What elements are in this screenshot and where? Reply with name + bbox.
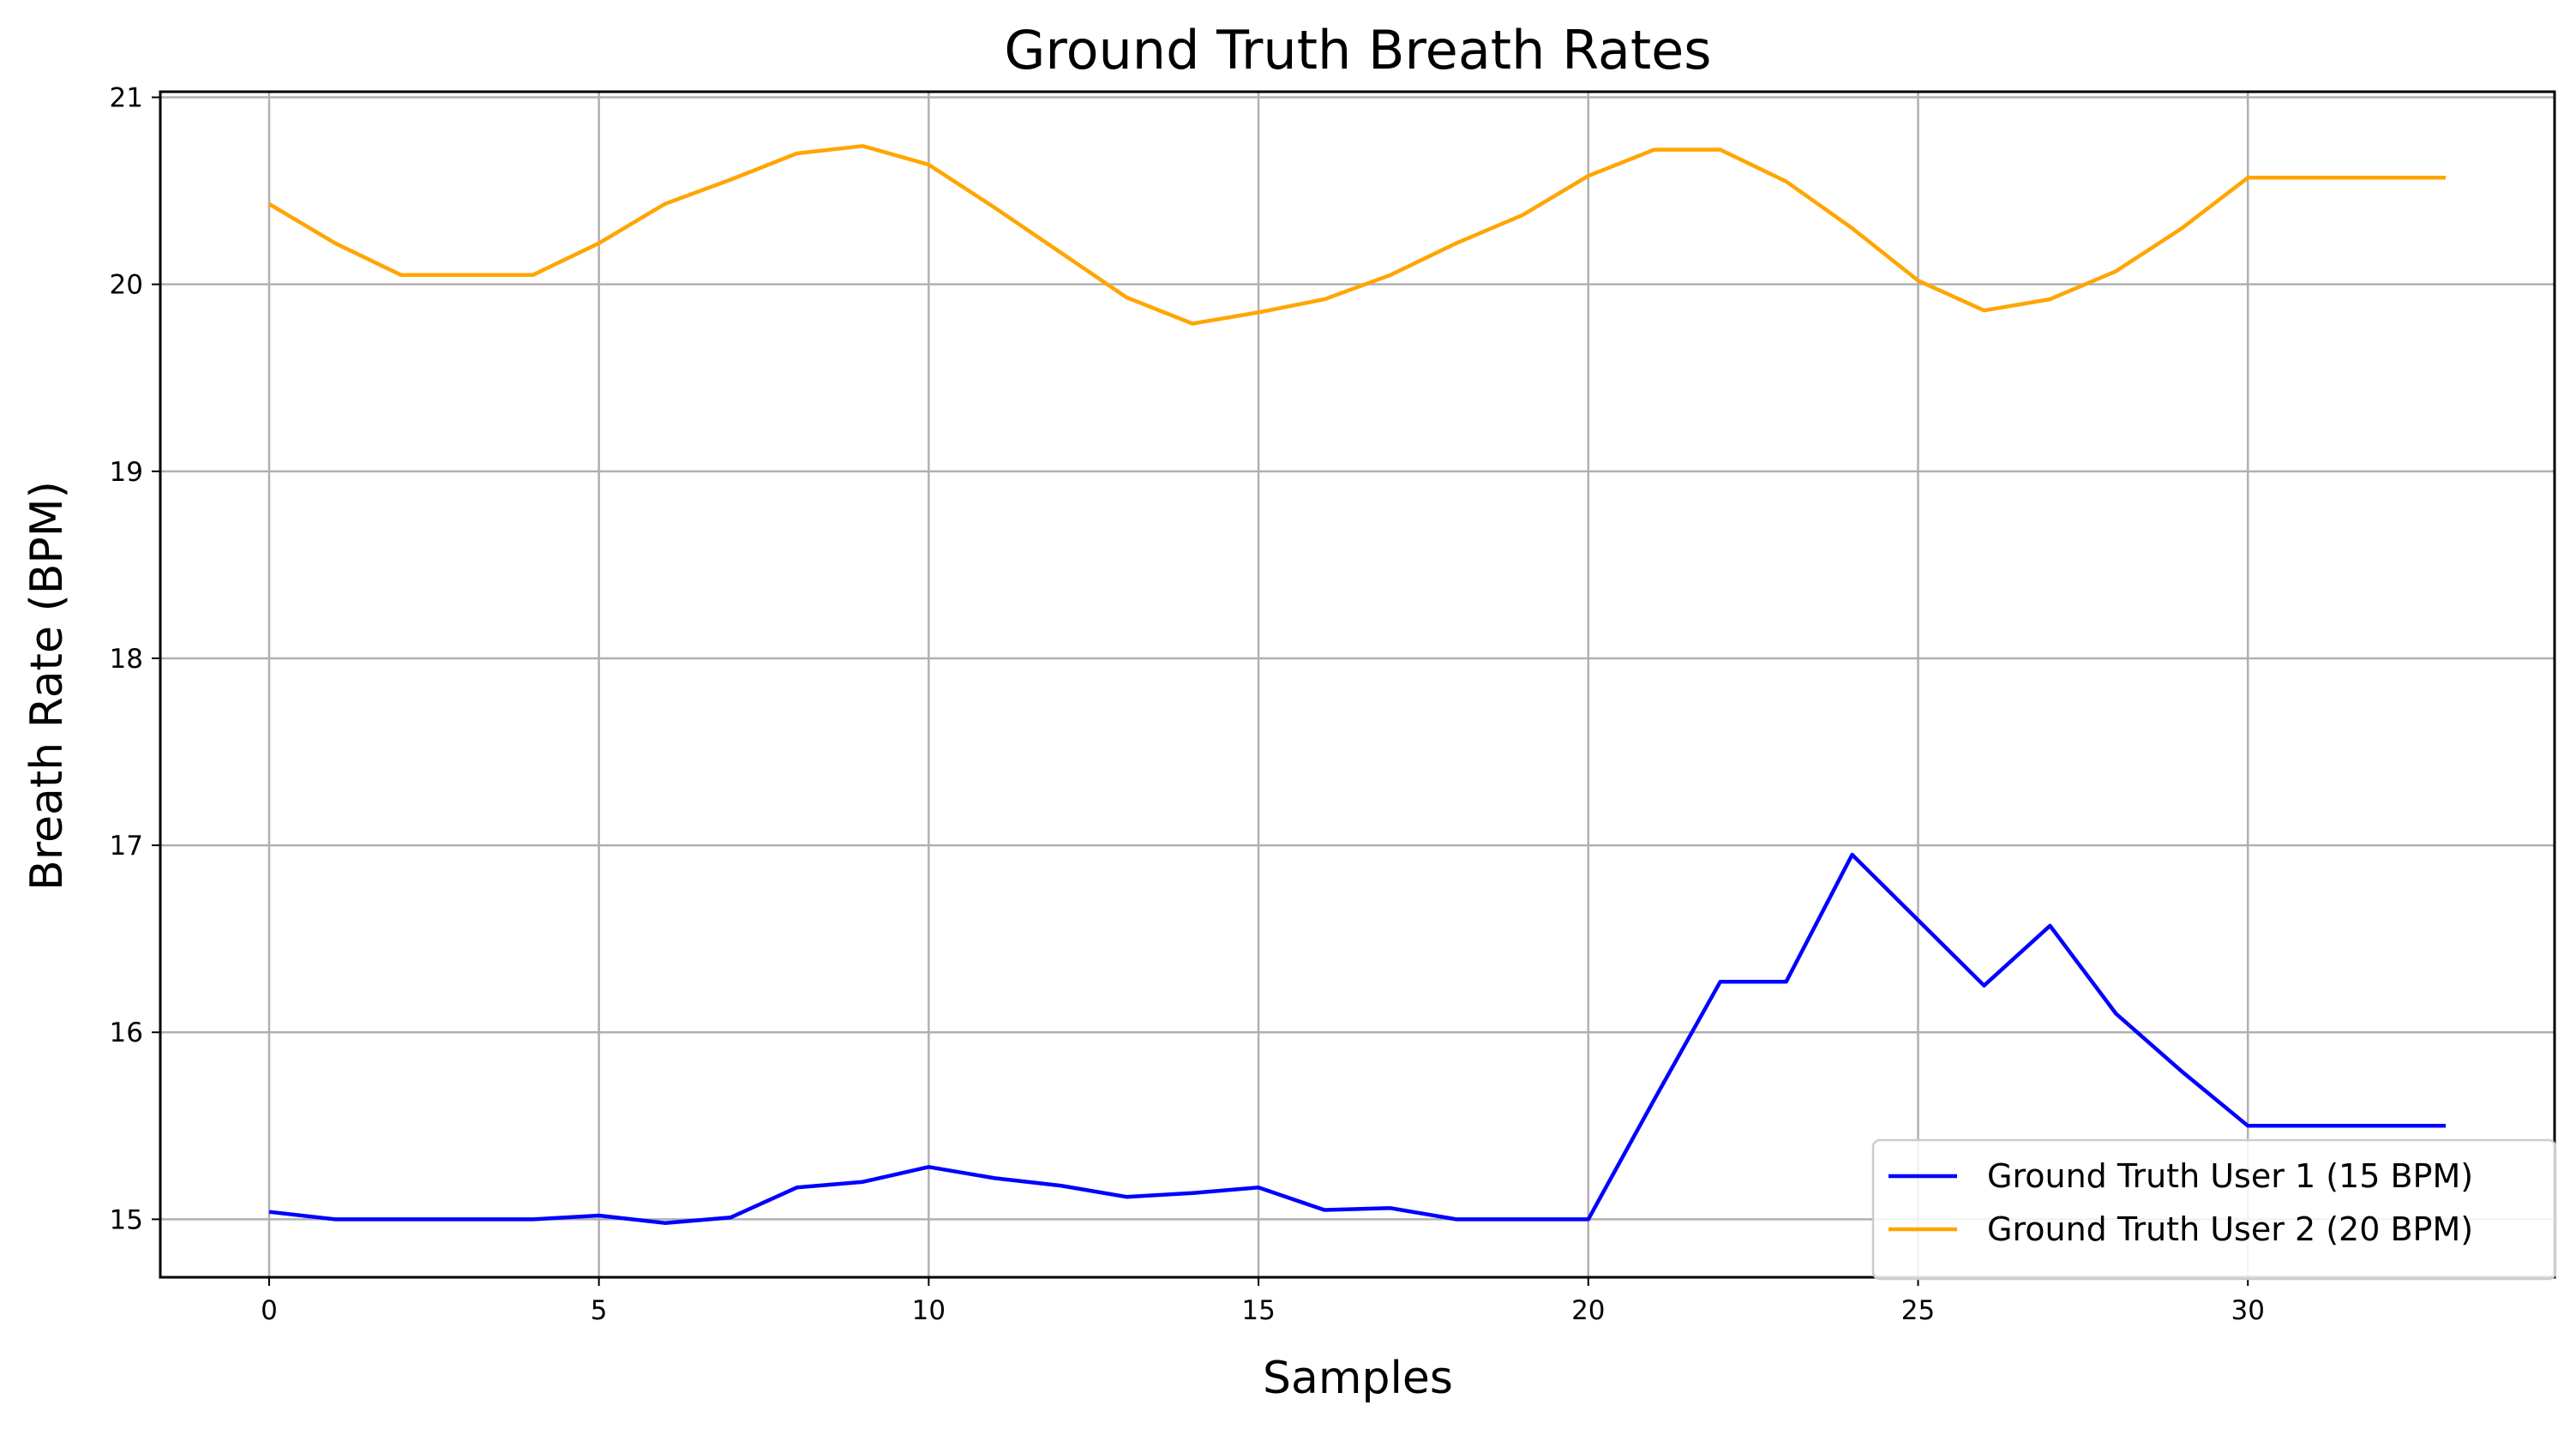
x-tick-label: 5: [591, 1295, 608, 1326]
x-tick-label: 30: [2231, 1295, 2264, 1326]
y-axis-title: Breath Rate (BPM): [21, 481, 73, 891]
legend-label-user-2: Ground Truth User 2 (20 BPM): [1987, 1210, 2473, 1248]
y-tick-label: 19: [110, 457, 143, 488]
x-axis-title: Samples: [1263, 1353, 1453, 1404]
x-tick-label: 10: [912, 1295, 946, 1326]
x-tick-label: 0: [261, 1295, 278, 1326]
axes: 0 5 10 15 20 25 30 15 16 17 18 19 20 21: [110, 83, 2265, 1326]
series-line-user-2: [267, 144, 2446, 326]
legend-box: [1871, 1138, 2557, 1281]
series-line-user-1: [268, 852, 2446, 1225]
y-tick-label: 15: [110, 1204, 143, 1235]
y-tick-label: 17: [110, 831, 143, 862]
y-tick-label: 20: [110, 270, 143, 301]
y-tick-label: 18: [110, 644, 143, 675]
plot-lines: [267, 144, 2446, 1225]
y-tick-label: 21: [110, 83, 143, 114]
x-tick-label: 25: [1901, 1295, 1935, 1326]
plot-frame: [159, 90, 2556, 1279]
y-tick-label: 16: [110, 1018, 143, 1048]
chart-title: Ground Truth Breath Rates: [1004, 19, 1711, 81]
x-tick-label: 15: [1241, 1295, 1275, 1326]
legend: Ground Truth User 1 (15 BPM) Ground Trut…: [1871, 1138, 2557, 1281]
x-tick-label: 20: [1571, 1295, 1605, 1326]
legend-label-user-1: Ground Truth User 1 (15 BPM): [1987, 1157, 2473, 1195]
